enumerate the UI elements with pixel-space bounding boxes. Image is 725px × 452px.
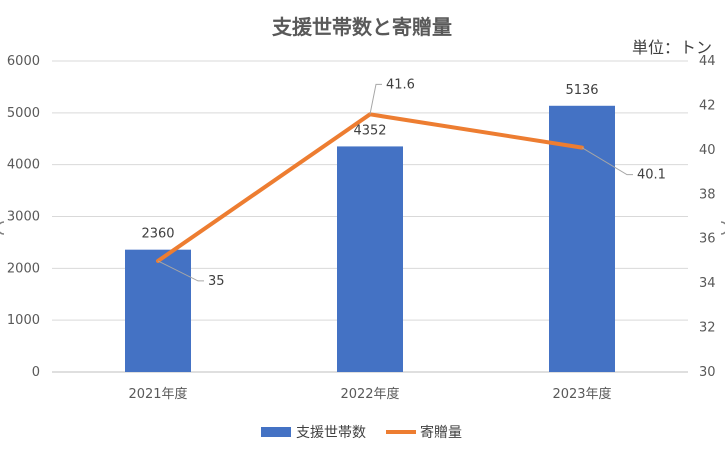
line-data-label: 35 (208, 274, 225, 289)
right-tick-label: 32 (699, 321, 716, 336)
x-axis: 2021年度 2022年度 2023年度 (128, 386, 611, 402)
right-axis: 30 32 34 36 38 40 42 44 (699, 54, 716, 380)
bar (125, 249, 191, 372)
left-tick-label: 3000 (7, 210, 40, 225)
bar (337, 146, 403, 372)
line-label-leader (157, 260, 204, 282)
x-tick-label: 2022年度 (340, 386, 399, 402)
selection-handles (0, 221, 725, 235)
line-data-label: 41.6 (386, 77, 415, 92)
left-tick-label: 2000 (7, 261, 40, 276)
line-label-leader (581, 147, 633, 176)
right-tick-label: 40 (699, 143, 716, 158)
resize-handle-right[interactable] (720, 221, 725, 235)
bar-data-label: 2360 (141, 227, 174, 242)
x-tick-label: 2023年度 (552, 386, 611, 402)
legend-label-bar: 支援世帯数 (296, 425, 366, 441)
resize-handle-left[interactable] (0, 221, 5, 235)
left-tick-label: 1000 (7, 313, 40, 328)
left-tick-label: 5000 (7, 106, 40, 121)
right-tick-label: 34 (699, 276, 716, 291)
right-tick-label: 36 (699, 232, 716, 247)
x-tick-label: 2021年度 (128, 386, 187, 402)
legend: 支援世帯数 寄贈量 (261, 424, 462, 441)
chart-title: 支援世帯数と寄贈量 (272, 15, 452, 39)
legend-label-line: 寄贈量 (420, 424, 462, 441)
right-tick-label: 42 (699, 98, 716, 113)
bar-data-label: 5136 (565, 83, 598, 98)
bar-data-label: 4352 (353, 123, 386, 138)
legend-swatch-bar (261, 427, 291, 437)
line-label-leader (369, 83, 382, 115)
line-data-label: 40.1 (637, 168, 666, 183)
right-tick-label: 38 (699, 187, 716, 202)
left-tick-label: 6000 (7, 54, 40, 69)
bar (549, 105, 615, 372)
left-axis: 0 1000 2000 3000 4000 5000 6000 (7, 54, 40, 380)
unit-label: 単位：トン (632, 38, 712, 57)
right-tick-label: 30 (699, 365, 716, 380)
right-tick-label: 44 (699, 54, 716, 69)
data-labels: 2360 4352 5136 35 41.6 40.1 (141, 77, 666, 289)
left-tick-label: 0 (32, 365, 40, 380)
bar-series (125, 105, 615, 372)
left-tick-label: 4000 (7, 158, 40, 173)
